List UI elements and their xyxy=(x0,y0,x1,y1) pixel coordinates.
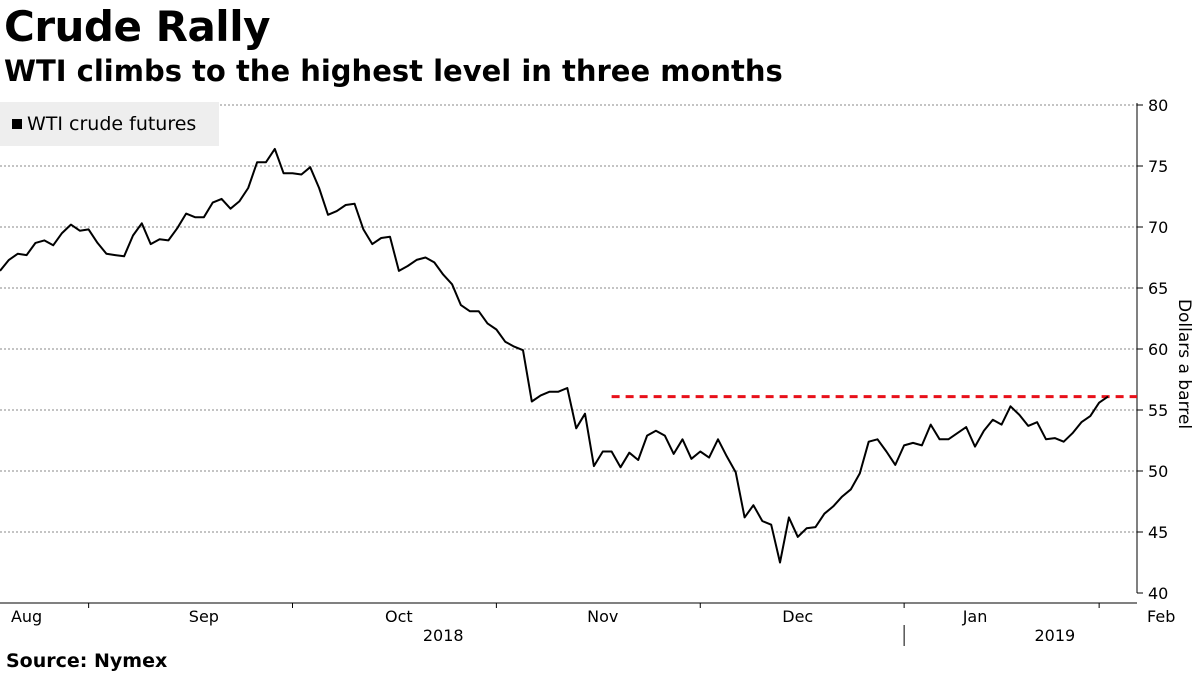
chart-subtitle: WTI climbs to the highest level in three… xyxy=(4,54,783,88)
x-month-label-oct: Oct xyxy=(385,607,413,626)
y-axis: 40 45 50 55 60 65 70 75 80 xyxy=(1136,96,1168,603)
x-month-label-jan: Jan xyxy=(962,607,988,626)
y-tick-label-75: 75 xyxy=(1148,157,1168,176)
y-tick-label-50: 50 xyxy=(1148,462,1168,481)
x-month-label-sep: Sep xyxy=(189,607,219,626)
x-year-label-2018: 2018 xyxy=(423,626,464,645)
x-axis: Aug Sep Oct Nov Dec Jan Feb 2018 2019 xyxy=(0,602,1175,646)
y-tick-label-65: 65 xyxy=(1148,279,1168,298)
x-month-label-feb: Feb xyxy=(1147,607,1175,626)
legend-swatch-icon xyxy=(12,119,22,129)
y-tick-label-80: 80 xyxy=(1148,96,1168,115)
y-axis-title: Dollars a barrel xyxy=(1174,299,1194,429)
x-month-label-nov: Nov xyxy=(587,607,618,626)
legend-label: WTI crude futures xyxy=(27,113,197,135)
y-tick-label-60: 60 xyxy=(1148,340,1168,359)
y-tick-label-40: 40 xyxy=(1148,584,1168,603)
y-tick-label-70: 70 xyxy=(1148,218,1168,237)
x-month-label-aug: Aug xyxy=(11,607,42,626)
y-tick-label-45: 45 xyxy=(1148,523,1168,542)
gridlines xyxy=(0,104,1137,533)
x-year-label-2019: 2019 xyxy=(1034,626,1075,645)
legend: WTI crude futures xyxy=(0,102,219,146)
source-note: Source: Nymex xyxy=(6,650,168,672)
series-group xyxy=(0,147,1109,564)
x-month-label-dec: Dec xyxy=(782,607,813,626)
chart-title: Crude Rally xyxy=(4,2,270,51)
y-tick-label-55: 55 xyxy=(1148,401,1168,420)
series-line-wti-crude-futures xyxy=(0,147,1109,564)
